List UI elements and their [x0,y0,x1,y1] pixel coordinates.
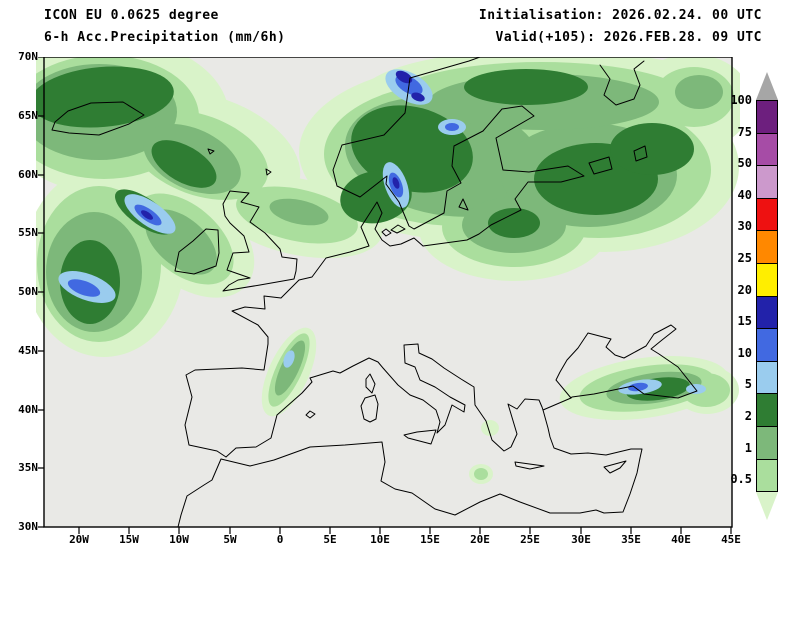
colorbar-level-label: 15 [737,314,752,328]
europe-precipitation-map [36,57,740,534]
colorbar-arrow-down [756,492,778,521]
axis-ticks [38,57,732,534]
product-title: 6-h Acc.Precipitation (mm/6h) [44,30,286,45]
colorbar-level-label: 2 [744,409,752,423]
precip-20mm [141,70,425,220]
colorbar-cell [757,361,777,395]
precip-5mm [36,66,694,401]
lon-tick-label: 35E [621,533,641,546]
model-title: ICON EU 0.0625 degree [44,8,219,23]
lon-tick-label: 10E [370,533,390,546]
lat-tick-label: 60N [18,168,38,181]
colorbar-cell [757,329,777,362]
lat-tick-label: 65N [18,109,38,122]
colorbar-cells [756,100,778,493]
colorbar-level-label: 20 [737,283,752,297]
precipitation-colorbar [756,72,778,521]
lon-tick-label: 5E [323,533,337,546]
lon-tick-label: 5W [223,533,237,546]
lat-tick-label: 45N [18,344,38,357]
lat-tick-label: 50N [18,285,38,298]
colorbar-cell [757,263,777,297]
valid-time: Valid(+105): 2026.FEB.28. 09 UTC [495,30,762,45]
lon-tick-label: 10W [169,533,189,546]
lat-tick-label: 35N [18,461,38,474]
colorbar-cell [757,231,777,264]
colorbar-level-label: 75 [737,125,752,139]
lon-tick-label: 15E [420,533,440,546]
colorbar-level-label: 100 [730,93,752,107]
colorbar-cell [757,459,777,492]
colorbar-level-label: 25 [737,251,752,265]
lon-tick-label: 40E [671,533,691,546]
lon-tick-label: 45E [721,533,741,546]
colorbar-level-label: 1 [744,441,752,455]
colorbar-cell [757,198,777,232]
colorbar-cell [757,426,777,460]
colorbar-level-label: 0.5 [730,472,752,486]
colorbar-level-label: 5 [744,377,752,391]
lat-tick-label: 55N [18,226,38,239]
colorbar-level-label: 50 [737,156,752,170]
colorbar-cell [757,101,777,134]
lon-tick-label: 30E [571,533,591,546]
lon-tick-label: 25E [520,533,540,546]
colorbar-level-label: 30 [737,219,752,233]
colorbar-arrow-up [756,72,778,100]
colorbar-level-label: 40 [737,188,752,202]
lon-tick-label: 15W [119,533,139,546]
lat-tick-label: 40N [18,403,38,416]
colorbar-cell [757,296,777,330]
colorbar-cell [757,166,777,199]
lat-tick-label: 30N [18,520,38,533]
colorbar-cell [757,133,777,167]
colorbar-cell [757,394,777,427]
coastlines [51,57,698,528]
init-time: Initialisation: 2026.02.24. 00 UTC [478,8,762,23]
lon-tick-label: 20E [470,533,490,546]
lon-tick-label: 0 [276,533,284,546]
lon-tick-label: 20W [69,533,89,546]
colorbar-level-label: 10 [737,346,752,360]
lat-tick-label: 70N [18,50,38,63]
